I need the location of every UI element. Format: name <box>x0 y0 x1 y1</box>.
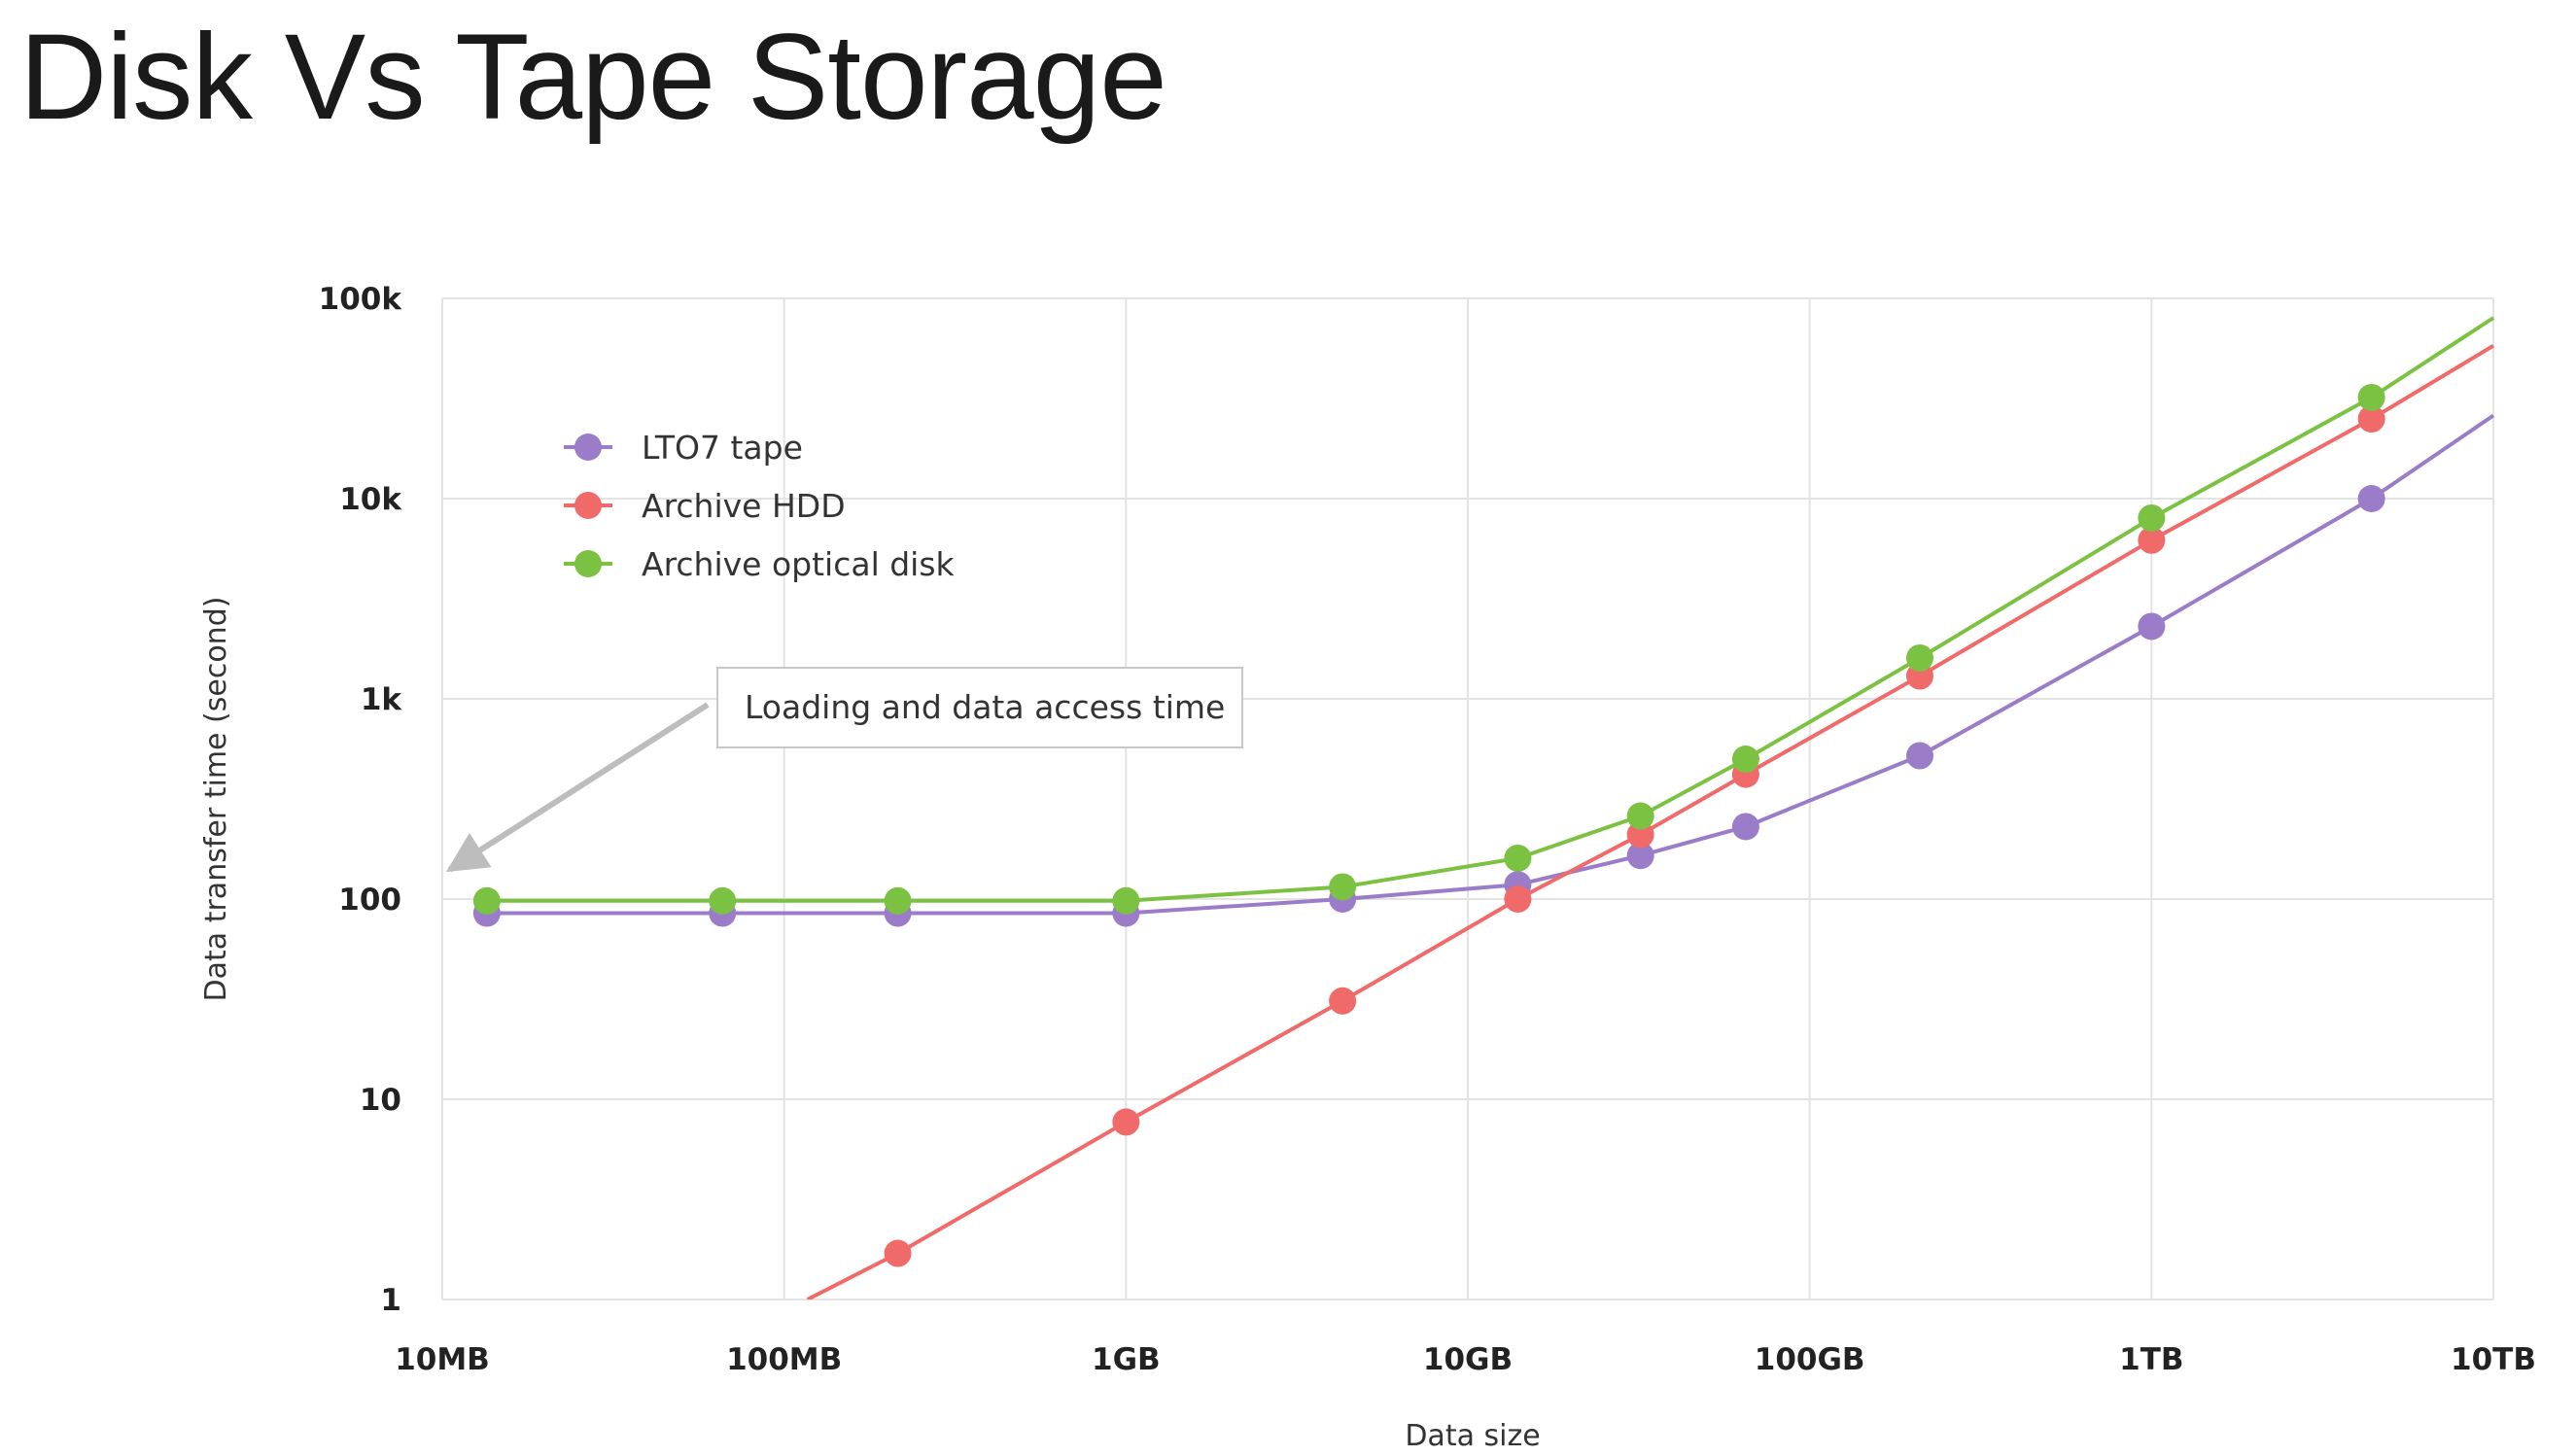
y-axis-title: Data transfer time (second) <box>199 597 233 1002</box>
data-point-archive-optical-disk <box>1329 873 1357 901</box>
legend-label: Archive optical disk <box>642 545 956 583</box>
data-point-archive-optical-disk <box>2357 383 2385 411</box>
series-archive-optical-disk <box>472 316 2495 915</box>
data-point-archive-hdd <box>1112 1108 1140 1136</box>
y-tick-label: 10 <box>360 1083 401 1118</box>
data-point-archive-optical-disk <box>884 886 912 915</box>
x-axis-title: Data size <box>1405 1419 1540 1453</box>
data-point-archive-optical-disk <box>1504 844 1532 872</box>
series-line-lto7-tape <box>486 413 2495 916</box>
data-point-archive-optical-disk <box>1112 886 1140 915</box>
legend-item-archive-hdd: Archive HDD <box>564 487 846 525</box>
data-point-archive-hdd <box>2138 526 2166 554</box>
data-point-archive-hdd <box>1329 987 1357 1015</box>
x-tick-label: 100GB <box>1755 1342 1865 1377</box>
data-point-archive-optical-disk <box>1905 643 1933 672</box>
data-point-lto7-tape <box>1731 813 1759 841</box>
data-point-archive-optical-disk <box>2138 503 2166 532</box>
series-line-archive-optical-disk <box>486 316 2495 903</box>
data-point-lto7-tape <box>2357 485 2385 512</box>
slide-title: Disk Vs Tape Storage <box>19 10 1167 145</box>
data-point-archive-hdd <box>1504 885 1532 913</box>
data-point-lto7-tape <box>1905 742 1933 770</box>
x-tick-label: 10GB <box>1423 1342 1513 1377</box>
annotation-arrow <box>445 702 710 873</box>
legend-label: LTO7 tape <box>642 429 803 467</box>
data-point-archive-optical-disk <box>1626 802 1654 830</box>
chart-legend: LTO7 tape Archive HDD Archive optical disk <box>564 429 956 583</box>
annotation-box <box>716 667 1243 748</box>
data-point-archive-hdd <box>884 1239 912 1267</box>
legend-swatch-marker <box>574 550 602 577</box>
legend-item-archive-optical-disk: Archive optical disk <box>564 545 956 583</box>
legend-swatch-marker <box>574 433 602 461</box>
y-tick-label: 1k <box>361 682 403 717</box>
x-tick-label: 10TB <box>2451 1342 2536 1377</box>
data-point-archive-optical-disk <box>709 886 737 915</box>
legend-label: Archive HDD <box>642 487 846 525</box>
data-point-archive-hdd <box>2357 405 2385 433</box>
chart-annotations: Loading and data access time <box>445 667 1243 873</box>
data-point-lto7-tape <box>1626 842 1654 870</box>
y-tick-label: 1 <box>380 1283 401 1318</box>
chart-axes: 10MB 100MB 1GB 10GB 100GB 1TB 10TB 1 10 100 1k 10k 1… <box>199 282 2536 1453</box>
data-point-lto7-tape <box>2138 612 2166 641</box>
y-tick-label: 100 <box>338 883 401 918</box>
y-tick-label: 10k <box>339 482 402 517</box>
x-tick-label: 10MB <box>395 1342 490 1377</box>
legend-item-lto7-tape: LTO7 tape <box>564 429 803 467</box>
x-tick-label: 1TB <box>2119 1342 2183 1377</box>
x-tick-label: 1GB <box>1092 1342 1161 1377</box>
annotation-text: Loading and data access time <box>745 688 1225 726</box>
data-point-archive-optical-disk <box>1731 745 1759 774</box>
data-point-archive-optical-disk <box>472 886 501 915</box>
legend-swatch-marker <box>574 492 602 519</box>
chart-series <box>472 316 2495 1300</box>
y-tick-label: 100k <box>319 282 403 317</box>
x-tick-label: 100MB <box>726 1342 842 1377</box>
